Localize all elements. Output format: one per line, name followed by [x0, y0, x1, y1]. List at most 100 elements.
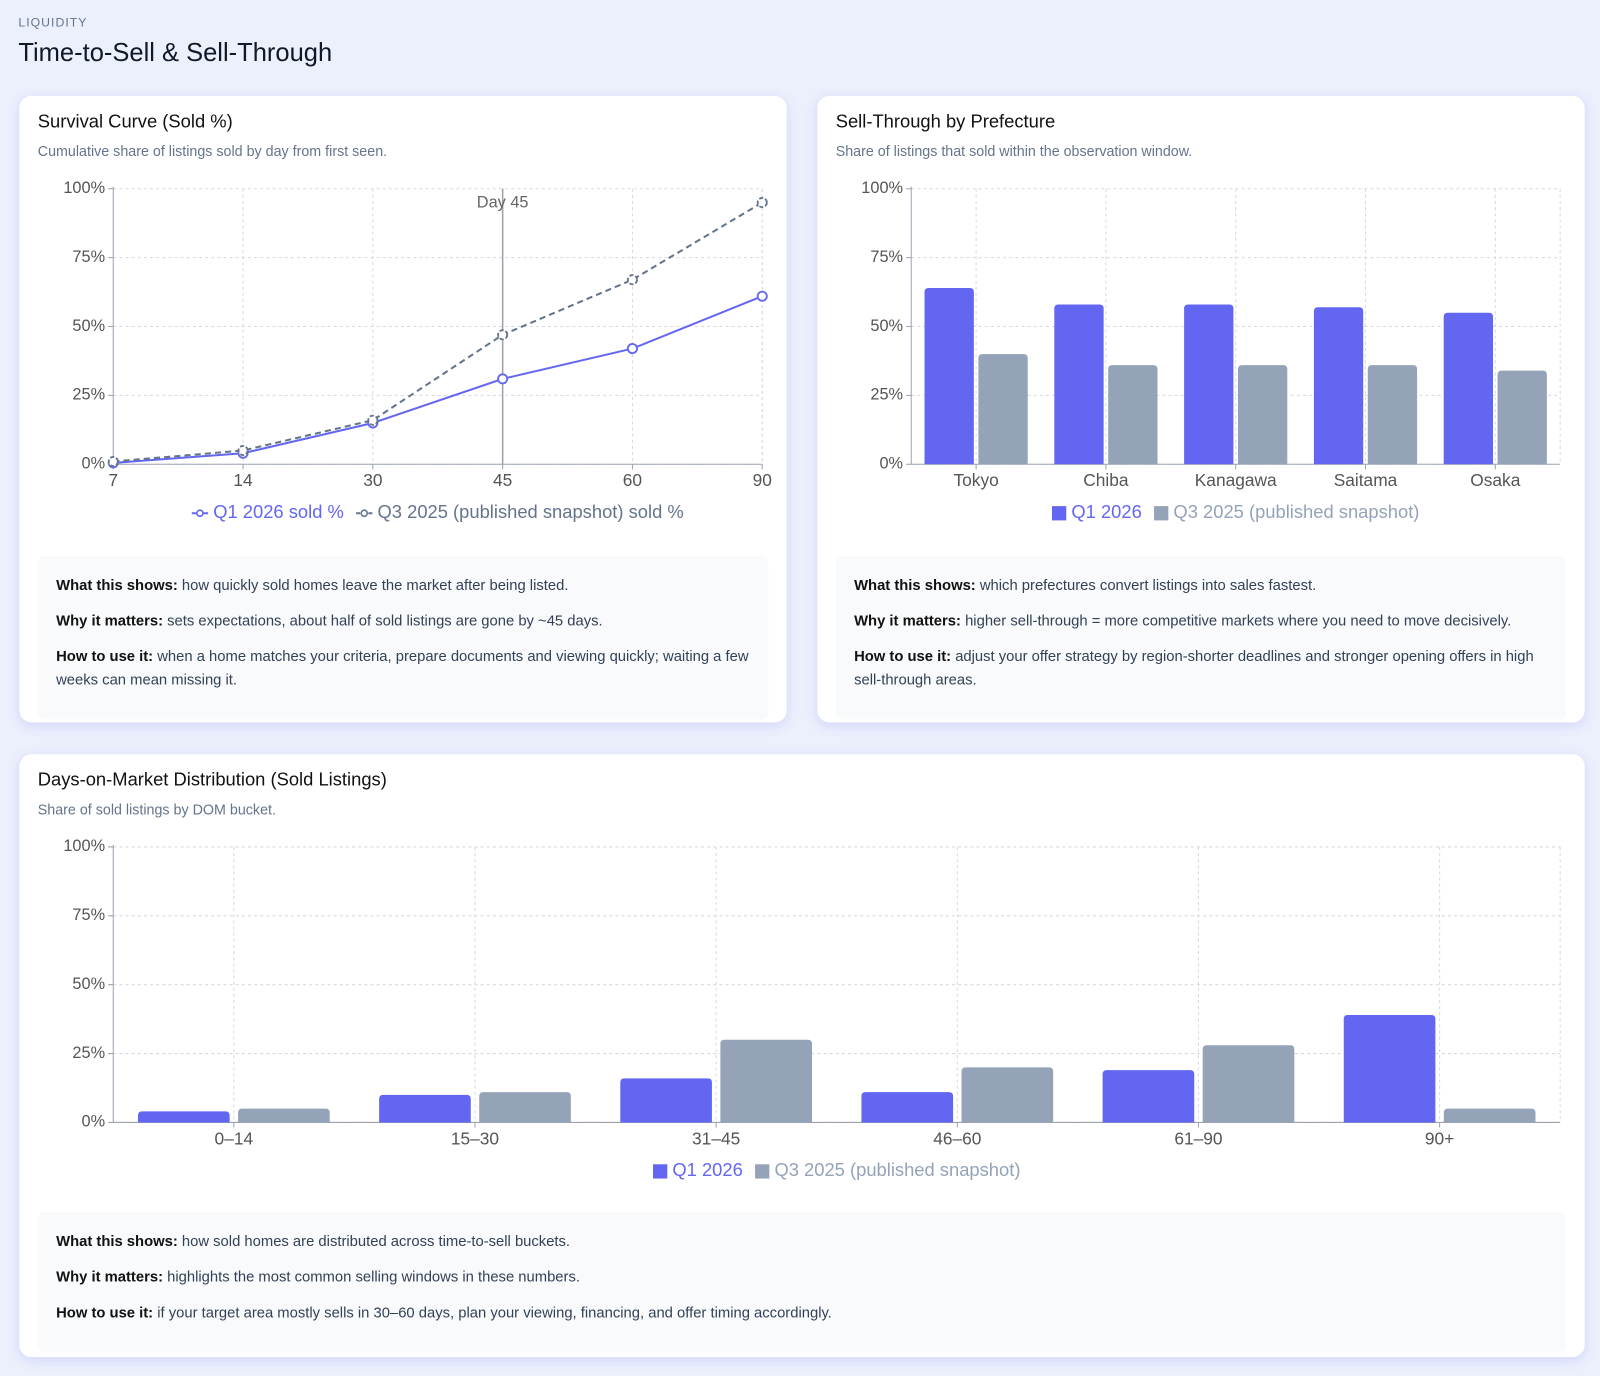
x-tick-label: 90: [753, 470, 772, 490]
y-tick-label: 100%: [861, 179, 903, 197]
legend-swatch: [653, 1164, 668, 1179]
note-text: how sold homes are distributed across ti…: [181, 1233, 571, 1250]
note: Why it matters: sets expectations, about…: [56, 610, 750, 633]
y-tick-label: 75%: [72, 248, 105, 266]
x-tick-label: 30: [363, 470, 382, 490]
note-text: when a home matches your criteria, prepa…: [56, 648, 749, 689]
bar: [1108, 365, 1158, 465]
chart-subtitle: Cumulative share of listings sold by day…: [37, 142, 388, 160]
legend: Q1 2026 Q3 2025 (published snapshot): [1051, 501, 1419, 522]
series-line: [113, 201, 763, 463]
chart-card: 0% 25% 50% 75% 100% Tokyo Chiba Kanagawa Saitama…: [817, 95, 1585, 723]
point: [497, 329, 509, 341]
notes-box: What this shows: how sold homes are dist…: [37, 1212, 1567, 1353]
x-tick-label: 90+: [1425, 1128, 1454, 1148]
y-tick-label: 50%: [72, 317, 105, 335]
point: [756, 197, 768, 209]
note-text: highlights the most common selling windo…: [167, 1269, 580, 1286]
note: How to use it: if your target area mostl…: [56, 1302, 1548, 1325]
bar: [1202, 1045, 1295, 1123]
bar: [924, 287, 974, 465]
series-line: [113, 295, 763, 464]
chart-subtitle: Share of listings that sold within the o…: [835, 142, 1193, 160]
y-tick-label: 25%: [72, 1044, 105, 1062]
chart-card: 0% 25% 50% 75% 100% 0–14 15–30 31–45 46–60 61–90 9…: [19, 754, 1585, 1358]
x-tick-label: 31–45: [692, 1128, 740, 1148]
x-tick-label: Tokyo: [953, 470, 998, 490]
x-tick-label: Saitama: [1334, 470, 1398, 490]
note-lead: How to use it:: [56, 1305, 154, 1322]
legend-swatch-marker: [196, 509, 204, 518]
bar: [861, 1092, 954, 1123]
y-tick-label: 50%: [72, 975, 105, 993]
chart-title: Sell-Through by Prefecture: [835, 111, 1056, 132]
bar: [1237, 365, 1288, 465]
note-text: higher sell-through = more competitive m…: [965, 613, 1512, 630]
chart-subtitle: Share of sold listings by DOM bucket.: [37, 801, 276, 818]
x-tick-label: Kanagawa: [1195, 470, 1277, 490]
legend: Q1 2026 Q3 2025 (published snapshot): [653, 1159, 1020, 1180]
section-title: Time-to-Sell & Sell-Through: [18, 38, 333, 68]
point: [497, 373, 509, 385]
y-tick-label: 75%: [72, 906, 105, 924]
bar: [379, 1094, 471, 1123]
note-lead: Why it matters:: [56, 613, 164, 630]
legend-swatch: [755, 1164, 770, 1179]
point: [107, 456, 119, 468]
y-tick-label: 100%: [63, 179, 105, 197]
legend-label: Q3 2025 (published snapshot): [1173, 501, 1419, 522]
bar: [620, 1078, 712, 1123]
note: Why it matters: highlights the most comm…: [56, 1266, 1548, 1289]
bar: [720, 1039, 813, 1123]
x-tick-label: 7: [108, 470, 118, 490]
bar: [137, 1111, 230, 1123]
bar: [479, 1092, 571, 1123]
note: What this shows: which prefectures conve…: [854, 574, 1548, 597]
annotation-label: Day 45: [477, 193, 529, 211]
x-tick-label: 61–90: [1174, 1128, 1222, 1148]
note-text: adjust your offer strategy by region-sho…: [854, 648, 1534, 689]
bar: [1443, 1108, 1536, 1123]
chart-title: Survival Curve (Sold %): [37, 111, 233, 132]
y-tick-label: 25%: [870, 386, 903, 404]
y-tick-label: 0%: [879, 455, 903, 473]
bar: [1497, 370, 1547, 465]
y-tick-label: 0%: [82, 1113, 106, 1131]
x-tick-label: 14: [233, 470, 253, 490]
note: How to use it: when a home matches your …: [56, 646, 750, 693]
legend-swatch: [1051, 506, 1067, 521]
bar: [1343, 1014, 1436, 1123]
point: [237, 444, 249, 457]
y-tick-label: 100%: [63, 837, 105, 855]
bar: [961, 1067, 1054, 1123]
note-text: which prefectures convert listings into …: [979, 577, 1317, 594]
bar: [1367, 365, 1418, 465]
note-lead: How to use it:: [854, 648, 952, 666]
legend-swatch: [1154, 506, 1169, 521]
section-eyebrow: LIQUIDITY: [18, 15, 88, 30]
legend: Q1 2026 sold % Q3 2025 (published snapsho…: [191, 501, 684, 522]
note: Why it matters: higher sell-through = mo…: [854, 610, 1548, 633]
note-lead: How to use it:: [56, 648, 154, 666]
point: [367, 414, 379, 426]
note-lead: What this shows:: [854, 577, 976, 594]
legend-label: Q1 2026: [672, 1159, 742, 1180]
x-tick-label: 45: [493, 470, 512, 490]
note-text: sets expectations, about half of sold li…: [167, 613, 603, 630]
note-lead: What this shows:: [56, 577, 178, 594]
legend-label: Q1 2026: [1071, 501, 1141, 522]
note-lead: What this shows:: [56, 1233, 178, 1250]
y-tick-label: 75%: [870, 248, 903, 266]
legend-swatch-marker: [360, 509, 369, 518]
bar: [238, 1108, 330, 1123]
x-tick-label: 15–30: [451, 1128, 499, 1148]
note-lead: Why it matters:: [56, 1269, 164, 1286]
chart: 0% 25% 50% 75% 100% Tokyo Chiba Kanagawa Saitama…: [861, 179, 1561, 522]
legend-label: Q3 2025 (published snapshot): [774, 1159, 1020, 1180]
bar: [1102, 1070, 1195, 1123]
point: [626, 274, 638, 286]
note-lead: Why it matters:: [854, 613, 961, 630]
chart-title: Days-on-Market Distribution (Sold Listin…: [37, 769, 387, 790]
note: What this shows: how quickly sold homes …: [56, 574, 750, 597]
